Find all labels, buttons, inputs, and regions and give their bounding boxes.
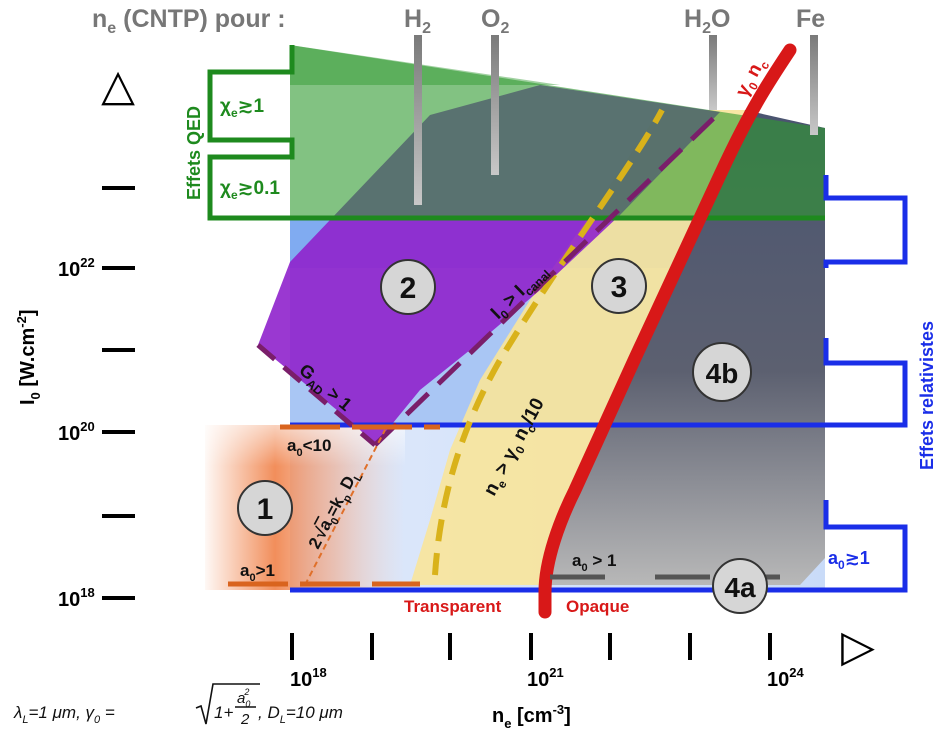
y-tick-label: 1022: [58, 255, 95, 281]
bar-o2: [491, 35, 499, 175]
a0-lt-10-label: a0<10: [287, 436, 331, 459]
svg-text:a02: a02: [237, 687, 250, 709]
species-label-fe: Fe: [796, 5, 825, 33]
qed-band-upper: [290, 45, 560, 85]
x-tick-label: 1018: [290, 665, 327, 691]
region-badge-4b: 4b: [692, 342, 752, 402]
y-axis-title: I0 [W.cm-2]: [14, 310, 43, 406]
y-tick-label: 1020: [58, 419, 95, 445]
relativistic-brackets: [290, 175, 908, 593]
svg-text:λL=1 μm, γ0 =: λL=1 μm, γ0 =: [13, 703, 115, 726]
critical-density-curve: [538, 43, 797, 619]
qed-level-chi-1: χe≳1: [220, 96, 265, 120]
gad-threshold-line: [256, 343, 377, 447]
x-tick-label: 1021: [527, 665, 564, 691]
relativistic-title: Effets relativistes: [917, 321, 937, 470]
qed-title: Effets QED: [184, 106, 204, 200]
critical-density-label: γ0 nc: [732, 54, 773, 102]
channel-threshold-line: [373, 110, 722, 447]
svg-text:1+: 1+: [214, 703, 233, 722]
region-4-fill: [548, 110, 825, 585]
rel-level-a0-100: a0≳100: [828, 222, 890, 246]
svg-text:2: 2: [240, 711, 250, 728]
svg-text:4b: 4b: [706, 358, 739, 389]
rel-transparency-curve: [432, 108, 665, 576]
region-3-fill: [410, 110, 745, 585]
x-axis-title: ne [cm-3]: [492, 702, 571, 731]
x-axis-ticks: [290, 633, 772, 660]
region-badge-2: 2: [380, 259, 436, 315]
region-badge-4a: 4a: [712, 558, 768, 614]
svg-text:, DL=10 μm: , DL=10 μm: [258, 703, 343, 726]
footnote: λL=1 μm, γ0 = 1+ a02 2 , DL=10 μm: [13, 683, 343, 728]
rel-level-a0-10: a0≳10: [828, 384, 880, 408]
region-badge-3: 3: [591, 258, 647, 314]
transparent-label: Transparent: [404, 597, 502, 616]
rel-level-a0-1: a0≳1: [828, 548, 870, 572]
opaque-label: Opaque: [566, 597, 629, 616]
species-label-o2: O2: [481, 5, 509, 37]
species-label-h2o: H2O: [684, 5, 730, 37]
svg-text:1: 1: [257, 493, 274, 526]
a0-gt-1-right-label: a0 > 1: [572, 551, 616, 574]
bar-fe: [810, 35, 818, 135]
qed-level-chi-01: χe≳0.1: [220, 178, 280, 202]
kpdl-line: [304, 429, 386, 586]
svg-text:3: 3: [611, 271, 628, 304]
qed-band-fill: [290, 45, 825, 220]
species-label-h2: H2: [404, 5, 431, 37]
y-axis-ticks: [102, 186, 135, 600]
x-axis-arrow-icon: ▷: [841, 621, 875, 672]
density-header: ne (CNTP) pour :: [92, 5, 286, 37]
a0-gt-1-left-label: a0>1: [240, 561, 275, 584]
qed-brackets: [207, 45, 825, 221]
svg-text:4a: 4a: [724, 572, 756, 603]
bar-h2o: [709, 35, 717, 110]
y-axis-arrow-icon: △: [101, 60, 135, 111]
bar-h2: [414, 35, 422, 205]
region-badge-1: 1: [237, 480, 293, 536]
svg-text:2: 2: [400, 272, 417, 305]
x-tick-label: 1024: [767, 665, 804, 691]
y-tick-label: 1018: [58, 585, 95, 611]
